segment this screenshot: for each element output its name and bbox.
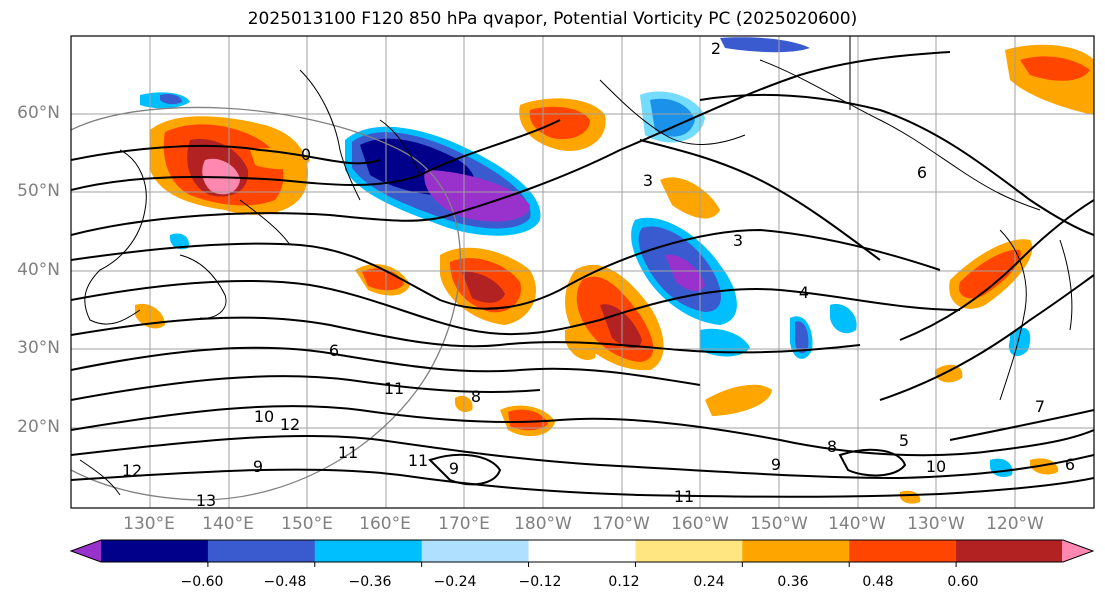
colorbar-tick-label: 0.60: [947, 574, 979, 590]
lon-label: 180°W: [514, 514, 572, 534]
colorbar-outline: [69, 539, 1095, 563]
colorbar-segment: [635, 540, 743, 562]
lat-label: 40°N: [17, 260, 60, 280]
contour-label: 10: [254, 407, 274, 426]
colorbar-segment: [849, 540, 957, 562]
contour-label: 5: [899, 431, 909, 450]
contour-label: 12: [280, 415, 300, 434]
contour-label: 3: [643, 171, 653, 190]
colorbar-segment: [207, 540, 316, 562]
colorbar-extend-high: [1062, 540, 1093, 562]
lat-label: 50°N: [17, 181, 60, 201]
contour-label: 0: [301, 145, 311, 164]
map-panel: 0 2 3 3 4 6 6 7 8 8 9 9 9 10 10 11 11 11…: [71, 36, 1094, 510]
contour-label: 3: [733, 231, 743, 250]
contour-label: 2: [711, 39, 721, 58]
contour-label: 13: [196, 491, 216, 510]
contour-label: 12: [122, 461, 142, 480]
lon-label: 130°E: [123, 514, 175, 534]
contour-label: 11: [674, 487, 694, 506]
colorbar-segment: [101, 540, 209, 562]
colorbar-segment: [421, 540, 530, 562]
lon-label: 130°W: [907, 514, 965, 534]
colorbar-tick-label: 0.12: [608, 574, 640, 590]
contour-label: 11: [338, 443, 358, 462]
pv-shading: [135, 37, 1094, 504]
contour-label: 11: [384, 379, 404, 398]
colorbar: [69, 539, 1095, 567]
contour-label: 8: [827, 437, 837, 456]
colorbar-tick-label: 0.24: [693, 574, 725, 590]
colorbar-segment: [956, 540, 1064, 562]
coastlines: [79, 36, 1073, 496]
lon-label: 170°E: [438, 514, 490, 534]
range-ring: [71, 106, 461, 501]
colorbar-tick-label: −0.60: [180, 574, 224, 590]
lon-label: 140°W: [828, 514, 886, 534]
colorbar-segment: [314, 540, 423, 562]
lon-label: 120°W: [986, 514, 1044, 534]
lat-label: 60°N: [17, 103, 60, 123]
contour-label: 11: [408, 451, 428, 470]
map-title: 2025013100 F120 850 hPa qvapor, Potentia…: [247, 9, 858, 29]
contour-label: 6: [917, 163, 927, 182]
lon-label: 150°W: [750, 514, 808, 534]
lon-label: 160°E: [359, 514, 411, 534]
map-frame: [70, 35, 1095, 509]
colorbar-tick-label: −0.36: [348, 574, 392, 590]
contour-label: 8: [471, 387, 481, 406]
contour-label: 9: [253, 457, 263, 476]
colorbar-tick-label: −0.12: [518, 574, 562, 590]
lon-label: 140°E: [202, 514, 254, 534]
lon-label: 150°E: [281, 514, 333, 534]
colorbar-tick-label: 0.48: [862, 574, 894, 590]
contour-label: 9: [771, 455, 781, 474]
lat-label: 30°N: [17, 338, 60, 358]
lat-label: 20°N: [17, 417, 60, 437]
pv-contours: [71, 51, 1094, 498]
lon-label: 170°W: [592, 514, 650, 534]
contour-label: 4: [799, 283, 809, 302]
colorbar-segment: [528, 540, 637, 562]
colorbar-tick-label: −0.24: [433, 574, 477, 590]
contour-label: 10: [926, 457, 946, 476]
contour-labels: 0 2 3 3 4 6 6 7 8 8 9 9 9 10 10 11 11 11…: [122, 39, 1075, 510]
contour-label: 6: [329, 341, 339, 360]
colorbar-tick-label: 0.36: [777, 574, 809, 590]
contour-label: 9: [449, 459, 459, 478]
contour-label: 7: [1035, 397, 1045, 416]
lon-label: 160°W: [671, 514, 729, 534]
contour-label: 6: [1065, 455, 1075, 474]
colorbar-extend-low: [71, 540, 102, 562]
colorbar-tick-label: −0.48: [263, 574, 307, 590]
colorbar-segment: [742, 540, 850, 562]
